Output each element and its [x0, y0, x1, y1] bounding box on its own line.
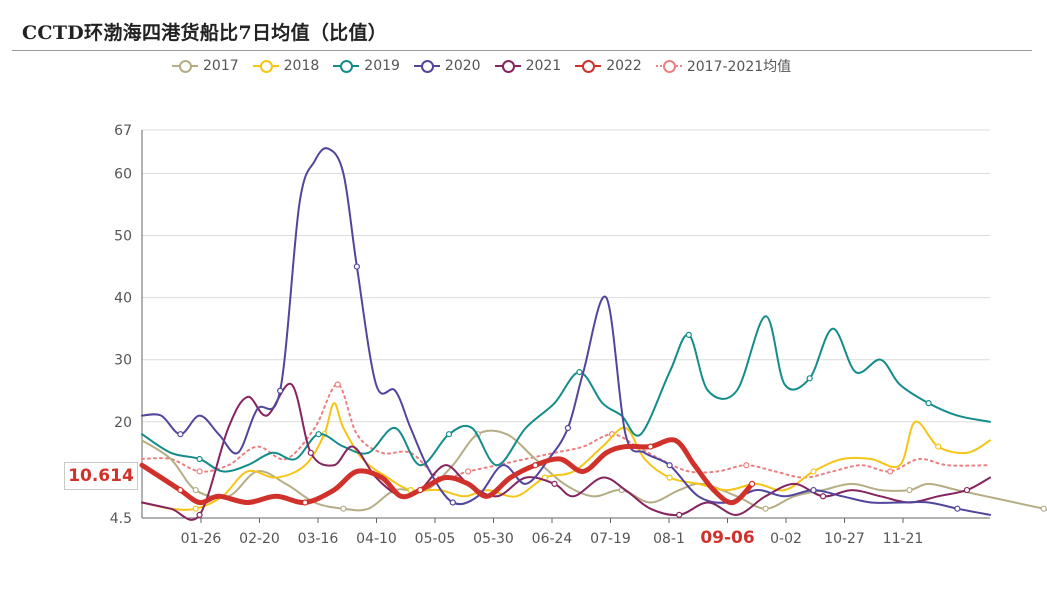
- series-point-2022: [532, 462, 539, 469]
- x-tick-label: 05-05: [415, 531, 456, 547]
- legend-circle-icon: [252, 59, 279, 73]
- legend-item-2017[interactable]: 2017: [172, 56, 239, 76]
- legend-label: 2017: [203, 58, 239, 74]
- series-point-2017-2021均值: [743, 462, 750, 469]
- y-tick-label: 67: [114, 123, 132, 139]
- series-point-2017: [762, 505, 769, 512]
- series-point-2019: [196, 455, 203, 463]
- x-tick-label: 03-16: [298, 531, 339, 547]
- series-point-2022: [748, 480, 756, 487]
- legend-item-2022[interactable]: 2022: [575, 56, 642, 76]
- series-point-2021: [196, 511, 203, 518]
- chart-legend: 2017 2018 2019 2020 2021 2022 2017-2021均值: [172, 56, 791, 76]
- series-point-2022: [177, 486, 184, 494]
- series-point-2017: [192, 486, 199, 494]
- series-point-2018: [192, 505, 199, 512]
- series-point-2021: [819, 493, 827, 500]
- series-point-2018: [666, 474, 673, 481]
- y-tick-label: 20: [114, 415, 132, 431]
- legend-label: 2018: [283, 58, 320, 74]
- legend-circle-icon: [413, 59, 440, 73]
- legend-circle-icon: [494, 59, 521, 73]
- series-point-2019: [315, 431, 322, 438]
- x-tick-label: 07-19: [590, 531, 631, 547]
- latest-value-label: 10.614: [64, 462, 138, 490]
- series-line-2017: [141, 429, 1047, 512]
- title-divider: [12, 50, 1032, 51]
- series-point-2021: [551, 480, 558, 487]
- series-point-2020: [449, 499, 456, 506]
- x-tick-label: 02-20: [239, 531, 280, 547]
- series-point-2017-2021均值: [196, 468, 203, 475]
- series-point-2020: [954, 505, 961, 512]
- legend-label: 2021: [525, 58, 562, 74]
- legend-circle-icon: [575, 59, 602, 73]
- series-point-2020: [177, 431, 184, 438]
- series-point-2021: [676, 511, 683, 518]
- series-point-2019: [576, 369, 583, 376]
- y-tick-label: 60: [114, 166, 132, 182]
- highlight-x-label: 09-06: [700, 528, 754, 548]
- series-point-2018: [810, 468, 817, 475]
- legend-circle-icon: [333, 59, 360, 73]
- x-tick-label: 0-02: [770, 531, 802, 547]
- y-tick-label: 40: [114, 291, 132, 307]
- chart-title: CCTD环渤海四港货船比7日均值（比值）: [22, 22, 388, 44]
- legend-circle-icon: [172, 59, 198, 73]
- series-point-2019: [685, 331, 692, 338]
- legend-label: 2022: [606, 58, 642, 74]
- y-tick-label: 4.5: [110, 511, 132, 527]
- series-point-2017: [1040, 505, 1047, 512]
- series-point-2022: [301, 499, 309, 506]
- legend-item-2021[interactable]: 2021: [494, 56, 562, 76]
- series-point-2020: [353, 263, 360, 270]
- legend-item-2018[interactable]: 2018: [252, 56, 320, 76]
- series-point-2019: [925, 400, 932, 407]
- series-line-2020: [141, 147, 991, 516]
- legend-circle-icon: [655, 59, 682, 73]
- legend-item-2020[interactable]: 2020: [413, 56, 481, 76]
- series-point-2020: [277, 387, 284, 394]
- series-line-2022: [139, 437, 755, 506]
- series-point-2017: [340, 505, 347, 512]
- series-point-2017-2021均值: [465, 468, 472, 475]
- series-point-2018: [935, 443, 942, 450]
- series-point-2019: [806, 375, 813, 382]
- legend-label: 2020: [444, 58, 481, 74]
- series-point-2022: [647, 443, 654, 450]
- series-point-2017-2021均值: [887, 468, 894, 475]
- legend-item-2019[interactable]: 2019: [333, 56, 400, 76]
- series-point-2020: [666, 462, 673, 469]
- legend-item-2017-2021均值[interactable]: 2017-2021均值: [655, 56, 792, 76]
- series-point-2020: [564, 424, 572, 432]
- series-point-2022: [417, 486, 424, 494]
- series-point-2017: [906, 486, 913, 494]
- series-line-2019: [141, 315, 991, 473]
- series-point-2019: [445, 431, 453, 438]
- x-tick-label: 10-27: [824, 531, 865, 547]
- y-tick-label: 30: [114, 353, 132, 369]
- x-tick-label: 01-26: [181, 531, 222, 547]
- legend-label: 2017-2021均值: [686, 59, 792, 75]
- series-point-2021: [307, 449, 314, 456]
- series-point-2017-2021均值: [334, 381, 341, 388]
- x-tick-label: 11-21: [883, 531, 924, 547]
- legend-label: 2019: [364, 58, 400, 74]
- x-tick-label: 08-1: [653, 531, 685, 547]
- y-tick-label: 50: [114, 229, 132, 245]
- x-tick-label: 05-30: [473, 531, 514, 547]
- x-tick-label: 04-10: [356, 531, 397, 547]
- series-point-2021: [963, 486, 971, 494]
- series-point-2020: [810, 486, 817, 494]
- x-tick-label: 06-24: [532, 531, 573, 547]
